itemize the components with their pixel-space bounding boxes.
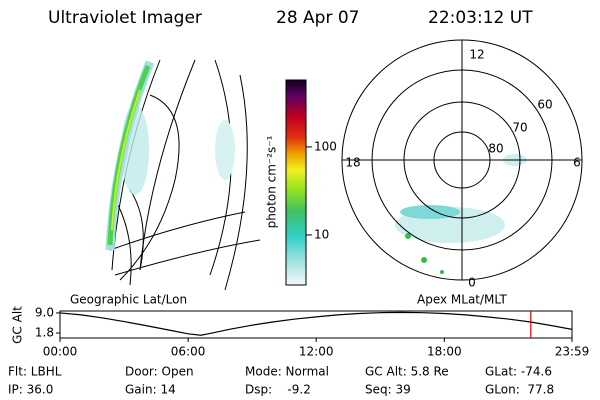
geographic-image <box>105 59 261 291</box>
y-axis-label: GC Alt <box>11 306 25 344</box>
status-field: IP: 36.0 <box>8 383 53 397</box>
status-field: Flt: LBHL <box>8 365 62 379</box>
time: 22:03:12 UT <box>428 8 533 28</box>
colorbar-tick-label: 100 <box>314 139 337 153</box>
colorbar-tick-label: 10 <box>314 227 329 241</box>
status-field: Seq: 39 <box>365 383 411 397</box>
status-field: Gain: 14 <box>125 383 176 397</box>
status-field: Mode: Normal <box>245 365 329 379</box>
polar-plot: 12 18 6 0 60 70 80 <box>341 39 583 290</box>
x-tick-label: 12:00 <box>299 345 334 359</box>
status-field: Dsp: -9.2 <box>245 383 311 397</box>
status-field: GLon: 77.8 <box>485 383 554 397</box>
lat-label: 80 <box>488 142 503 156</box>
x-tick-label: 23:59 <box>555 345 590 359</box>
y-tick-label: 1.8 <box>35 325 54 339</box>
title: Ultraviolet Imager <box>48 8 202 28</box>
altitude-line <box>59 311 573 336</box>
annotation: Geographic Lat/Lon <box>70 293 187 307</box>
y-tick-label: 9.0 <box>35 305 54 319</box>
x-tick-label: 00:00 <box>43 345 78 359</box>
status-field: GC Alt: 5.8 Re <box>365 365 449 379</box>
mlt-label: 6 <box>573 156 581 170</box>
status-field: GLat: -74.6 <box>485 365 552 379</box>
colorbar <box>285 79 307 286</box>
annotation: Apex MLat/MLT <box>417 293 507 307</box>
mlt-label: 18 <box>345 156 360 170</box>
x-tick-label: 18:00 <box>427 345 462 359</box>
x-tick-label: 06:00 <box>171 345 206 359</box>
date: 28 Apr 07 <box>276 8 359 28</box>
status-field: Door: Open <box>125 365 194 379</box>
colorbar-label: photon cm⁻²s⁻¹ <box>265 135 279 228</box>
mlt-label: 12 <box>469 48 484 62</box>
lat-label: 60 <box>537 98 552 112</box>
lat-label: 70 <box>512 121 527 135</box>
mlt-label: 0 <box>468 276 476 290</box>
